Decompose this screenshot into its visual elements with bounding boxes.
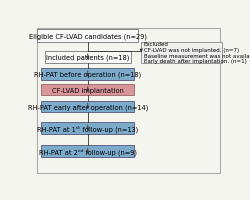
Text: RH-PAT at 1ˢᵗ follow-up (n=13): RH-PAT at 1ˢᵗ follow-up (n=13)	[37, 125, 138, 132]
Text: Excluded
CF-LVAD was not implanted. (n=7)
Baseline measurement was not available: Excluded CF-LVAD was not implanted. (n=7…	[143, 42, 250, 64]
FancyBboxPatch shape	[37, 30, 138, 43]
Text: RH-PAT before operation (n=18): RH-PAT before operation (n=18)	[34, 71, 141, 78]
FancyBboxPatch shape	[41, 123, 134, 134]
FancyBboxPatch shape	[41, 69, 134, 80]
Text: Eligible CF-LVAD candidates (n=29): Eligible CF-LVAD candidates (n=29)	[29, 33, 146, 40]
Text: Included patients (n=18): Included patients (n=18)	[46, 54, 129, 61]
Text: RH-PAT at 2ⁿᵈ follow-up (n=9): RH-PAT at 2ⁿᵈ follow-up (n=9)	[39, 148, 136, 155]
Text: RH-PAT early after operation (n=14): RH-PAT early after operation (n=14)	[28, 104, 148, 110]
Text: CF-LVAD implantation: CF-LVAD implantation	[52, 87, 123, 93]
FancyBboxPatch shape	[45, 52, 130, 63]
FancyBboxPatch shape	[41, 101, 134, 113]
FancyBboxPatch shape	[41, 85, 134, 96]
FancyBboxPatch shape	[41, 146, 134, 157]
FancyBboxPatch shape	[141, 42, 221, 63]
